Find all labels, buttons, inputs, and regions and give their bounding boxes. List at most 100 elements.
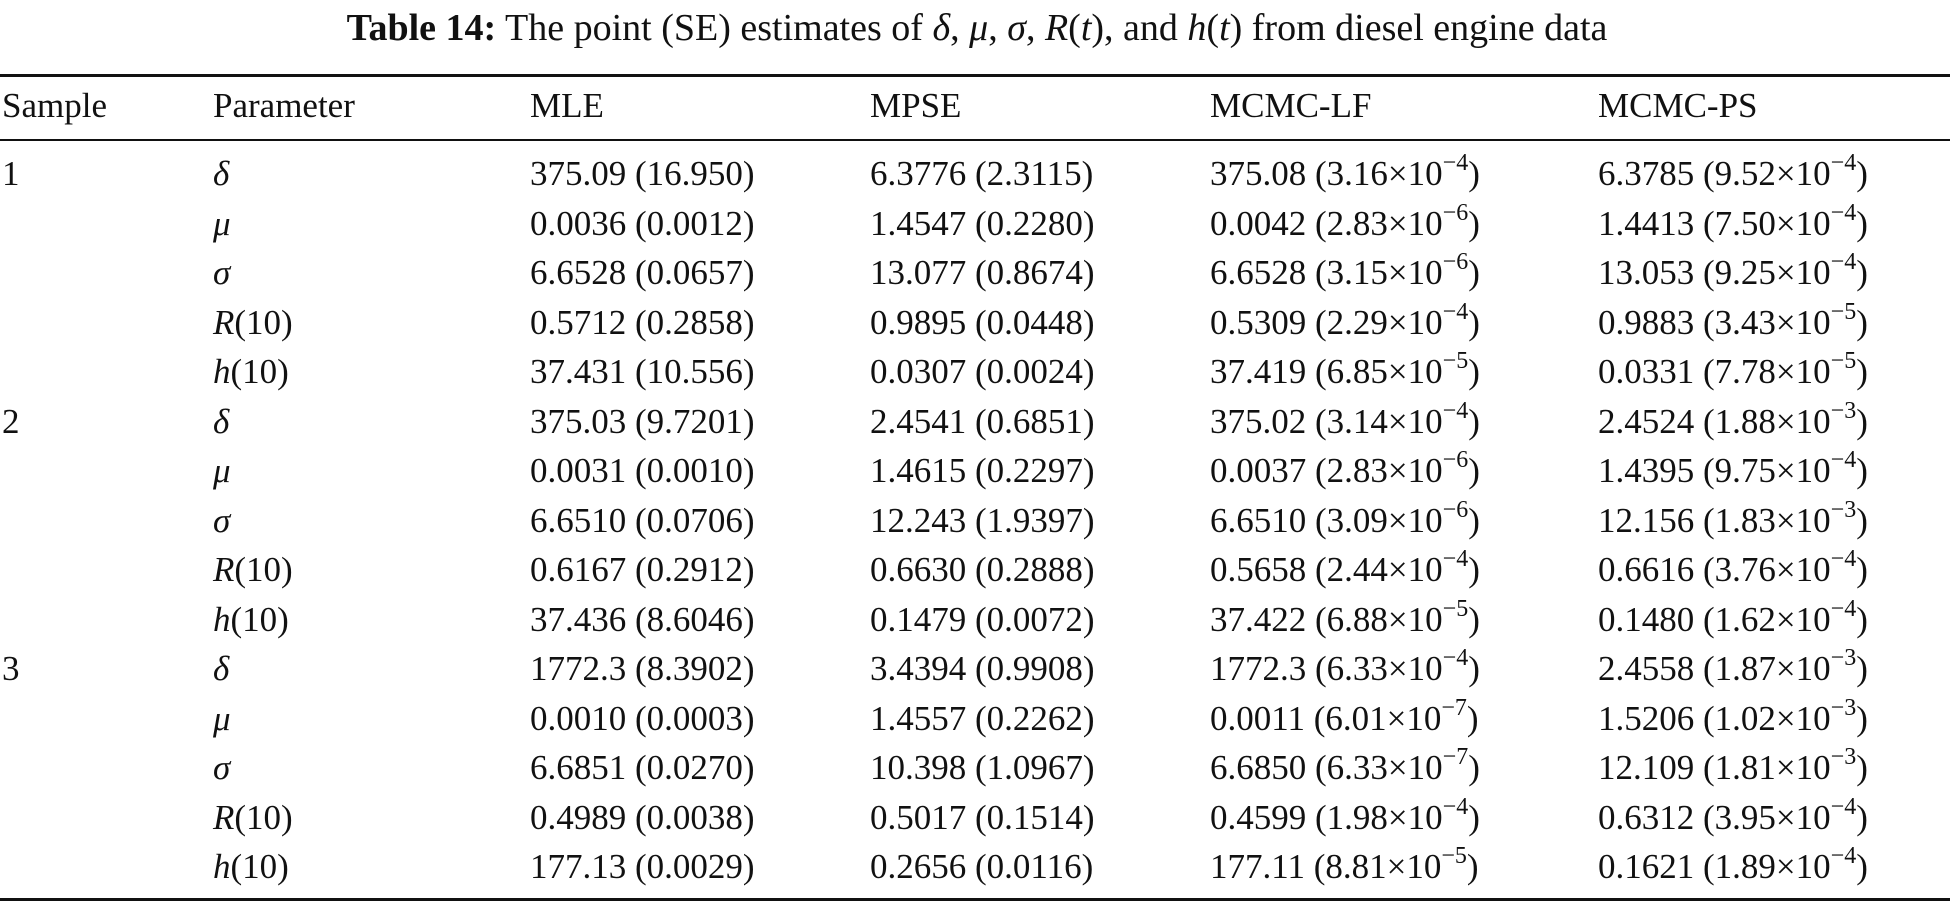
estimate-value: 6.6528 (3.15×10 — [1210, 253, 1443, 292]
table-row: h(10) 177.13 (0.0029) 0.2656 (0.0116) 177.1… — [0, 842, 1954, 891]
parameter-symbol: μ — [213, 451, 231, 490]
table-row: 2 δ 375.03 (9.7201) 2.4541 (0.6851) 375.02 (… — [0, 397, 1954, 446]
parameter-symbol: δ — [213, 649, 230, 688]
header-parameter: Parameter — [213, 86, 355, 125]
mcmc-lf-cell: 6.6850 (6.33×10−7) — [1210, 743, 1480, 792]
table-header-row: Sample Parameter MLE MPSE MCMC-LF MCMC-P… — [0, 76, 1954, 125]
mcmc-lf-cell: 375.08 (3.16×10−4) — [1210, 149, 1480, 198]
estimate-value: 0.9883 (3.43×10 — [1598, 302, 1831, 342]
exponent: −4 — [1830, 150, 1857, 177]
closing-paren: ) — [1468, 451, 1480, 490]
exponent: −4 — [1830, 249, 1857, 276]
closing-paren: ) — [1856, 649, 1868, 688]
table-header-rule — [0, 139, 1950, 141]
mle-cell: 1772.3 (8.3902) — [530, 649, 755, 688]
closing-paren: ) — [1856, 203, 1868, 243]
parameter-argument: (10) — [230, 847, 289, 886]
mcmc-lf-cell: 6.6510 (3.09×10−6) — [1210, 496, 1480, 545]
parameter-cell: δ — [213, 397, 229, 446]
exponent: −7 — [1441, 694, 1467, 721]
closing-paren: ) — [1856, 748, 1868, 787]
header-mpse: MPSE — [870, 86, 962, 125]
exponent: −6 — [1442, 199, 1469, 226]
sample-cell: 3 — [2, 649, 20, 688]
estimate-value: 0.4599 (1.98×10 — [1210, 797, 1443, 837]
table-row: σ 6.6510 (0.0706) 12.243 (1.9397) 6.6510 (3… — [0, 496, 1954, 545]
mcmc-lf-cell: 0.4599 (1.98×10−4) — [1210, 793, 1480, 842]
mpse-cell: 0.9895 (0.0448) — [870, 302, 1095, 342]
table-row: μ 0.0036 (0.0012) 1.4547 (0.2280) 0.0042 (2… — [0, 199, 1954, 248]
estimate-value: 0.5309 (2.29×10 — [1210, 302, 1443, 342]
exponent: −4 — [1830, 793, 1857, 820]
estimate-value: 177.11 (8.81×10 — [1210, 847, 1442, 886]
mcmc-ps-cell: 2.4524 (1.88×10−3) — [1598, 397, 1868, 446]
estimate-value: 0.5658 (2.44×10 — [1210, 550, 1443, 589]
mcmc-lf-cell: 0.5658 (2.44×10−4) — [1210, 545, 1480, 594]
exponent: −3 — [1830, 397, 1857, 424]
estimate-value: 12.109 (1.81×10 — [1598, 748, 1831, 787]
mpse-cell: 6.3776 (2.3115) — [870, 154, 1094, 193]
mpse-cell: 0.0307 (0.0024) — [870, 352, 1095, 391]
exponent: −7 — [1442, 744, 1469, 771]
mcmc-ps-cell: 0.6312 (3.95×10−4) — [1598, 793, 1868, 842]
exponent: −6 — [1442, 249, 1469, 276]
mcmc-ps-cell: 0.1480 (1.62×10−4) — [1598, 595, 1868, 644]
parameter-cell: R(10) — [213, 545, 293, 594]
parameter-symbol: μ — [213, 698, 231, 738]
closing-paren: ) — [1468, 797, 1480, 837]
estimate-value: 0.0037 (2.83×10 — [1210, 451, 1443, 490]
mcmc-ps-cell: 13.053 (9.25×10−4) — [1598, 248, 1868, 297]
closing-paren: ) — [1468, 550, 1480, 589]
mpse-cell: 10.398 (1.0967) — [870, 748, 1095, 787]
mcmc-ps-cell: 12.156 (1.83×10−3) — [1598, 496, 1868, 545]
exponent: −4 — [1442, 298, 1469, 325]
mpse-cell: 2.4541 (0.6851) — [870, 401, 1095, 441]
caption-sym-mu: μ — [969, 7, 989, 49]
caption-sym-t1: t — [1080, 7, 1092, 49]
header-mcmc-ps: MCMC-PS — [1598, 86, 1758, 125]
parameter-cell: σ — [213, 743, 230, 792]
closing-paren: ) — [1468, 154, 1480, 193]
mcmc-lf-cell: 177.11 (8.81×10−5) — [1210, 842, 1479, 891]
table-row: R(10) 0.5712 (0.2858) 0.9895 (0.0448) 0.530… — [0, 298, 1954, 347]
parameter-cell: σ — [213, 496, 230, 545]
parameter-symbol: R — [213, 302, 235, 342]
header-mcmc-lf: MCMC-LF — [1210, 86, 1372, 125]
parameter-cell: δ — [213, 644, 229, 693]
sample-cell: 2 — [2, 401, 20, 441]
estimate-value: 1.4395 (9.75×10 — [1598, 451, 1831, 490]
caption-sym-sigma: σ — [1007, 7, 1026, 49]
estimate-value: 0.6616 (3.76×10 — [1598, 550, 1831, 589]
parameter-cell: h(10) — [213, 842, 289, 891]
caption-sym-t2: t — [1219, 7, 1230, 49]
exponent: −3 — [1830, 645, 1857, 672]
parameter-symbol: δ — [213, 154, 230, 193]
closing-paren: ) — [1468, 352, 1480, 391]
mpse-cell: 1.4547 (0.2280) — [870, 203, 1095, 243]
exponent: −5 — [1830, 348, 1857, 375]
estimate-value: 375.08 (3.16×10 — [1210, 154, 1443, 193]
table-row: σ 6.6528 (0.0657) 13.077 (0.8674) 6.6528 (3… — [0, 248, 1954, 297]
exponent: −4 — [1442, 645, 1469, 672]
closing-paren: ) — [1856, 550, 1868, 589]
estimate-value: 0.6312 (3.95×10 — [1598, 797, 1831, 837]
parameter-symbol: μ — [213, 203, 231, 243]
exponent: −5 — [1830, 298, 1857, 325]
closing-paren: ) — [1468, 748, 1480, 787]
mcmc-ps-cell: 0.6616 (3.76×10−4) — [1598, 545, 1868, 594]
mcmc-ps-cell: 0.0331 (7.78×10−5) — [1598, 347, 1868, 396]
caption-suffix: from diesel engine data — [1242, 7, 1608, 49]
mpse-cell: 0.6630 (0.2888) — [870, 550, 1095, 589]
closing-paren: ) — [1856, 302, 1868, 342]
parameter-argument: (10) — [230, 352, 289, 391]
closing-paren: ) — [1468, 500, 1480, 540]
mle-cell: 0.0031 (0.0010) — [530, 451, 755, 490]
mcmc-ps-cell: 0.1621 (1.89×10−4) — [1598, 842, 1868, 891]
table-top-rule — [0, 74, 1950, 77]
mcmc-lf-cell: 6.6528 (3.15×10−6) — [1210, 248, 1480, 297]
header-sample: Sample — [2, 86, 107, 125]
table-row: σ 6.6851 (0.0270) 10.398 (1.0967) 6.6850 (6… — [0, 743, 1954, 792]
parameter-symbol: h — [213, 599, 231, 639]
closing-paren: ) — [1468, 401, 1480, 441]
estimate-value: 1.4413 (7.50×10 — [1598, 203, 1831, 243]
